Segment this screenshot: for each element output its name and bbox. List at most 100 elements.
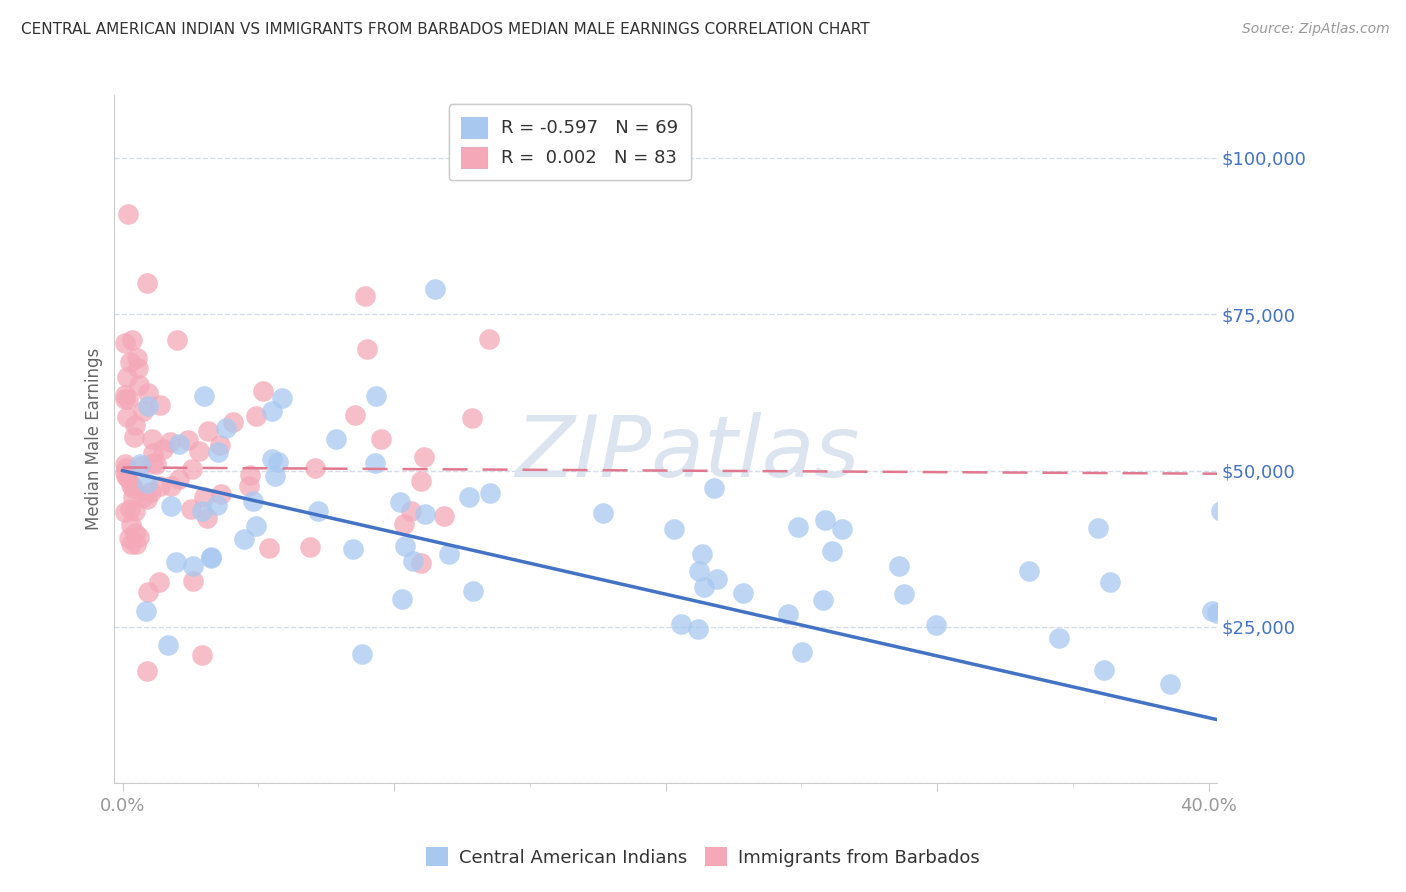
Point: [124, 430, 146, 444]
Point: [177, 433, 200, 447]
Point: [115, 409, 138, 424]
Point: [127, 351, 149, 365]
Point: [479, 486, 502, 500]
Point: [394, 539, 416, 553]
Point: [114, 392, 136, 406]
Point: [233, 533, 256, 547]
Point: [1205, 606, 1227, 620]
Point: [1047, 632, 1070, 646]
Point: [238, 479, 260, 493]
Point: [409, 474, 432, 488]
Point: [1209, 504, 1232, 518]
Point: [1018, 564, 1040, 578]
Point: [152, 442, 174, 456]
Point: [354, 289, 377, 303]
Point: [463, 584, 485, 599]
Point: [193, 490, 215, 504]
Point: [669, 616, 692, 631]
Point: [191, 648, 214, 663]
Point: [135, 475, 157, 490]
Point: [149, 479, 172, 493]
Point: [117, 392, 139, 406]
Point: [197, 424, 219, 438]
Point: [461, 411, 484, 425]
Point: [136, 400, 159, 414]
Point: [135, 276, 157, 290]
Point: [260, 452, 283, 467]
Point: [131, 459, 153, 474]
Point: [188, 444, 211, 458]
Point: [352, 647, 374, 661]
Point: [136, 386, 159, 401]
Point: [260, 404, 283, 418]
Point: [135, 604, 157, 618]
Point: [692, 580, 714, 594]
Point: [811, 593, 834, 607]
Point: [245, 409, 267, 423]
Point: [790, 645, 813, 659]
Point: [307, 503, 329, 517]
Point: [786, 520, 808, 534]
Point: [252, 384, 274, 398]
Point: [342, 541, 364, 556]
Point: [183, 574, 205, 588]
Point: [165, 555, 187, 569]
Point: [181, 462, 204, 476]
Point: [128, 378, 150, 392]
Point: [222, 415, 245, 429]
Point: [117, 369, 139, 384]
Point: [215, 421, 238, 435]
Point: [437, 547, 460, 561]
Point: [167, 437, 190, 451]
Point: [148, 575, 170, 590]
Point: [325, 432, 347, 446]
Point: [159, 479, 181, 493]
Point: [401, 504, 423, 518]
Point: [209, 487, 232, 501]
Point: [166, 333, 188, 347]
Point: [114, 465, 136, 479]
Point: [298, 540, 321, 554]
Point: [124, 418, 146, 433]
Point: [142, 456, 165, 470]
Point: [478, 332, 501, 346]
Point: [128, 530, 150, 544]
Point: [120, 478, 142, 492]
Point: [391, 591, 413, 606]
Point: [706, 572, 728, 586]
Point: [411, 556, 433, 570]
Point: [180, 501, 202, 516]
Point: [181, 559, 204, 574]
Point: [1092, 663, 1115, 677]
Point: [267, 454, 290, 468]
Point: [195, 511, 218, 525]
Point: [114, 457, 136, 471]
Point: [592, 507, 614, 521]
Point: [132, 404, 155, 418]
Point: [200, 549, 222, 564]
Point: [114, 460, 136, 475]
Point: [356, 342, 378, 356]
Point: [242, 493, 264, 508]
Point: [114, 388, 136, 402]
Point: [114, 336, 136, 351]
Point: [370, 432, 392, 446]
Point: [120, 518, 142, 533]
Point: [139, 485, 162, 500]
Legend: R = -0.597   N = 69, R =  0.002   N = 83: R = -0.597 N = 69, R = 0.002 N = 83: [449, 104, 690, 180]
Point: [122, 481, 145, 495]
Text: Source: ZipAtlas.com: Source: ZipAtlas.com: [1241, 22, 1389, 37]
Point: [423, 282, 446, 296]
Point: [813, 513, 835, 527]
Point: [159, 434, 181, 449]
Point: [121, 333, 143, 347]
Point: [392, 516, 415, 531]
Point: [149, 399, 172, 413]
Point: [731, 586, 754, 600]
Point: [264, 469, 287, 483]
Point: [690, 547, 713, 561]
Point: [136, 492, 159, 507]
Point: [343, 408, 366, 422]
Point: [114, 505, 136, 519]
Point: [364, 456, 387, 470]
